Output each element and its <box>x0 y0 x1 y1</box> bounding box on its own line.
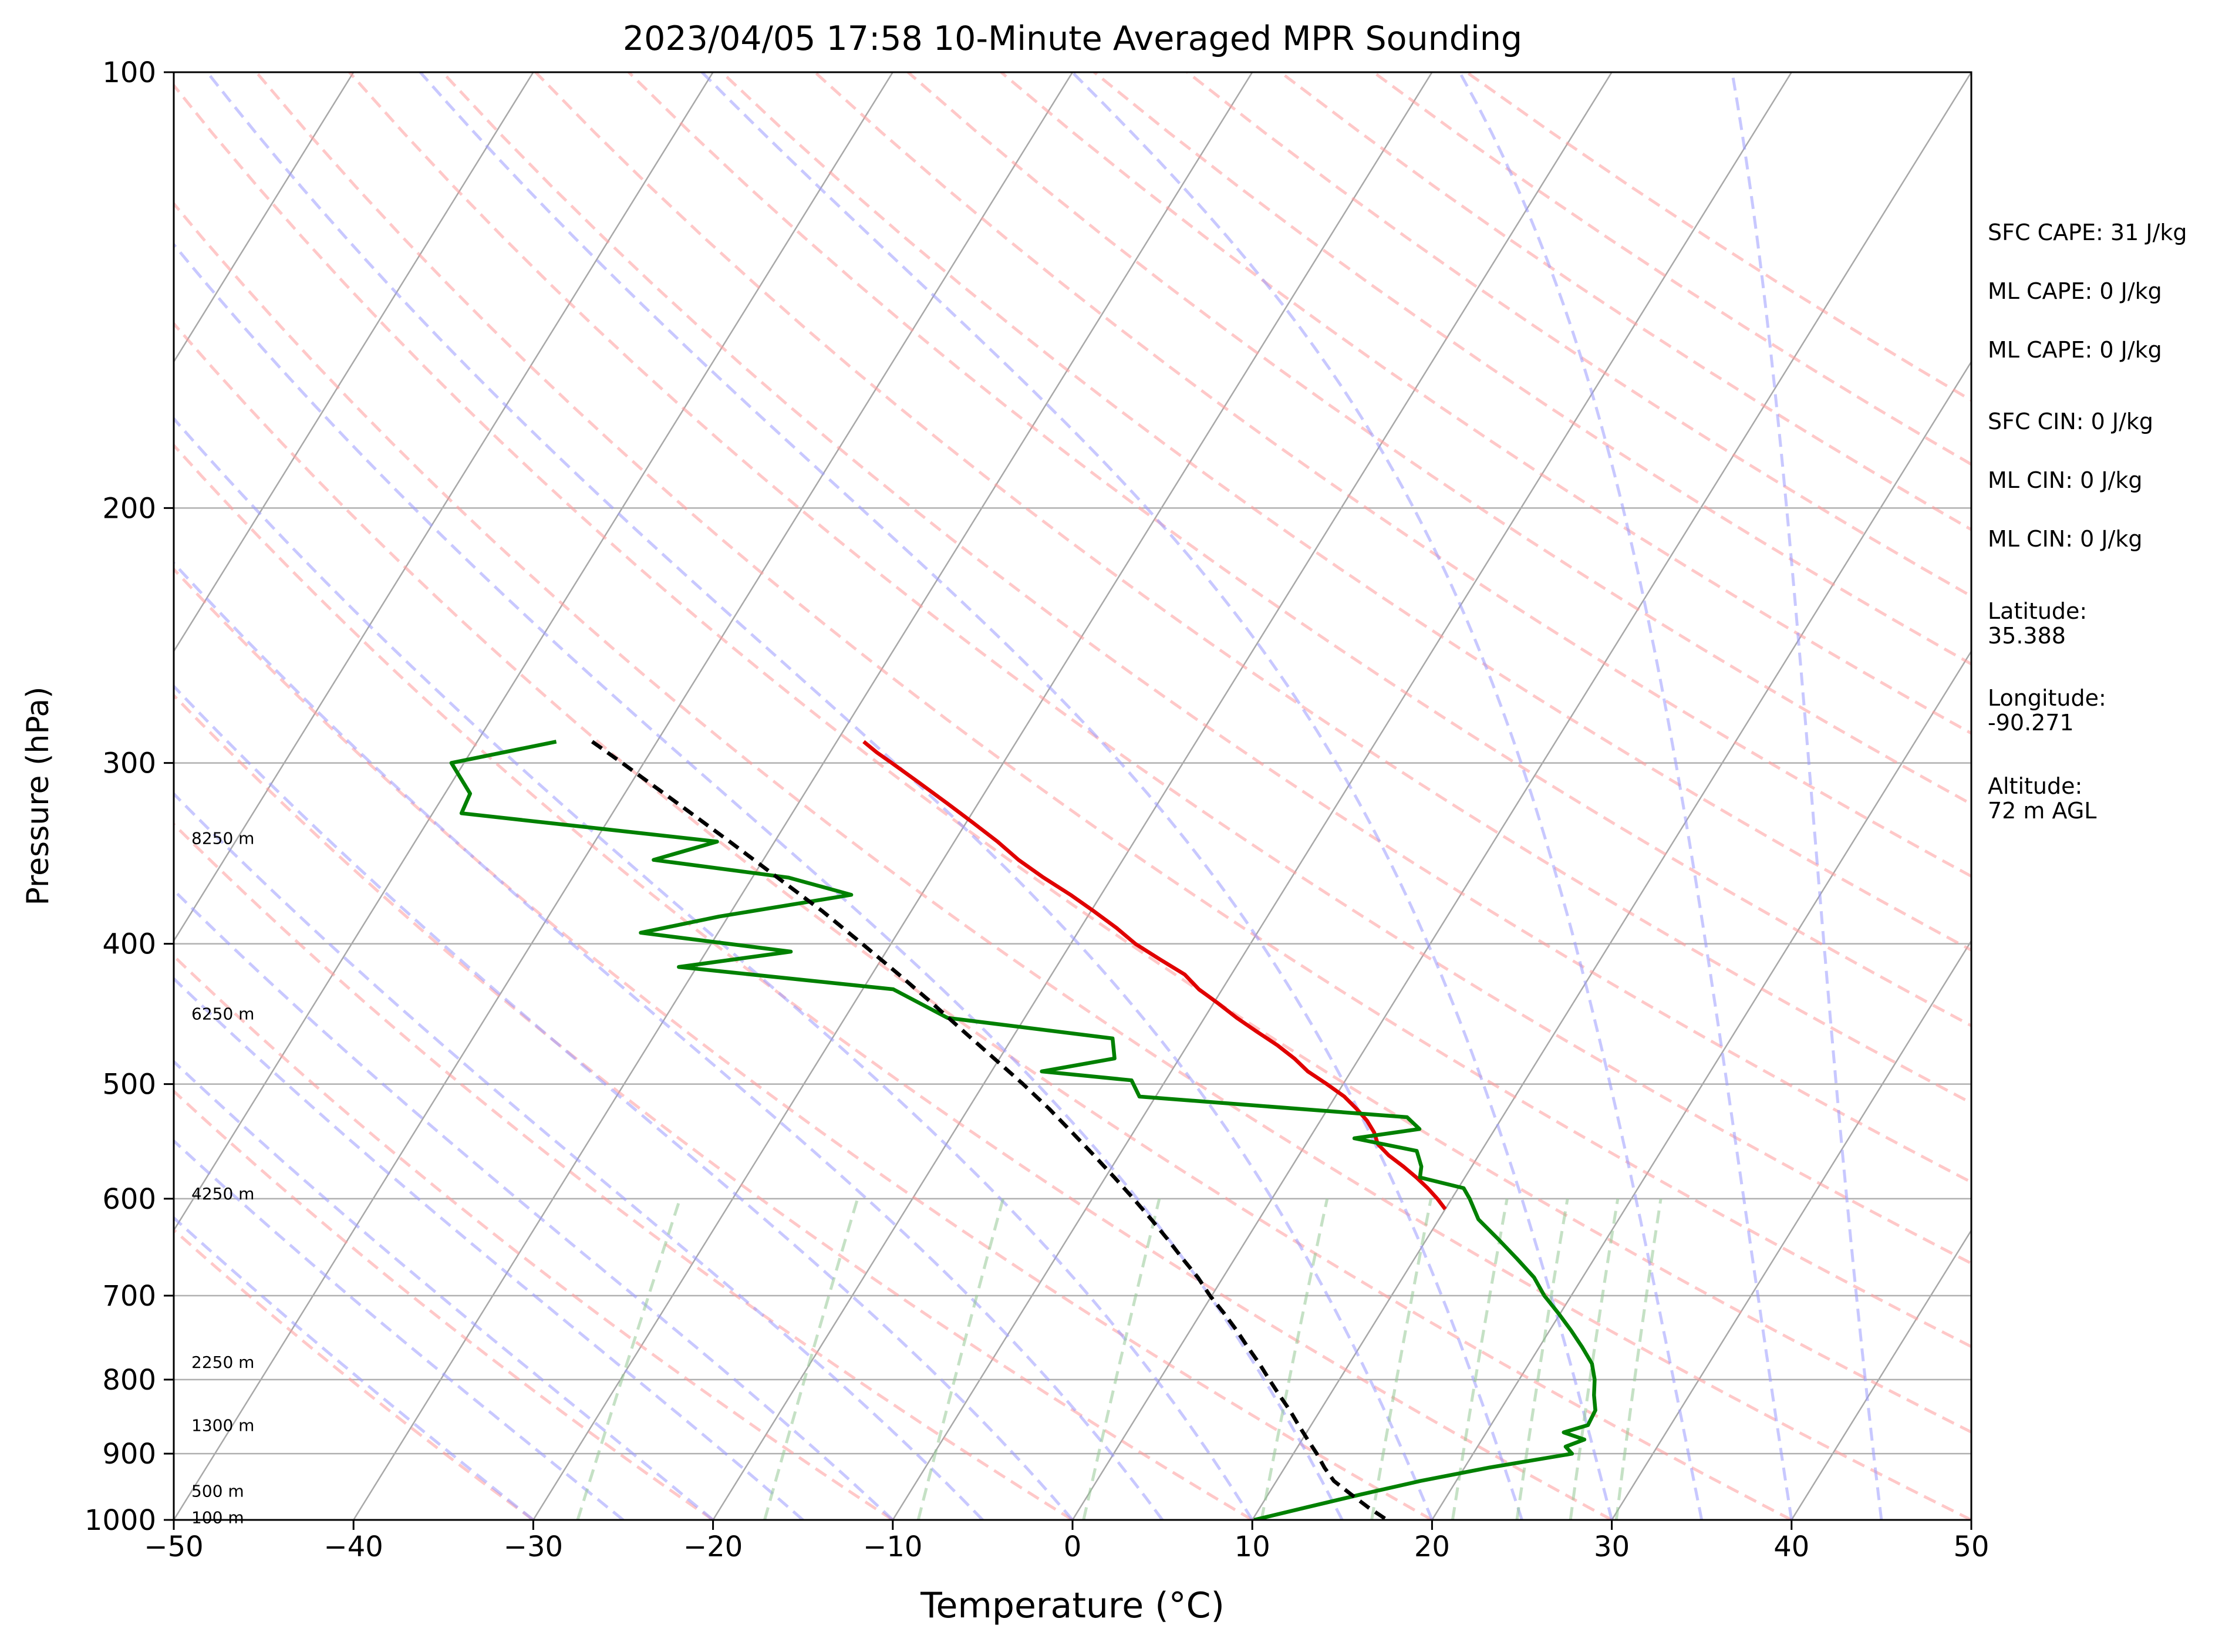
x-tick-label: 50 <box>1953 1530 1989 1563</box>
height-label: 4250 m <box>191 1184 254 1203</box>
x-tick-label: −10 <box>863 1530 922 1563</box>
y-axis-label: Pressure (hPa) <box>21 687 56 906</box>
moist-adiabat-line <box>207 72 1432 1520</box>
mixing-ratio-line <box>1517 1199 1567 1520</box>
isotherm-line <box>533 72 1432 1520</box>
dry-adiabat-line <box>0 72 1073 1520</box>
y-tick-label: 400 <box>102 928 156 961</box>
dry-adiabat-line <box>70 72 1971 1520</box>
y-tick-label: 100 <box>102 56 156 89</box>
x-tick-label: 40 <box>1773 1530 1809 1563</box>
dry-adiabat-line <box>443 72 2239 1520</box>
ml-cape-text-2: ML CAPE: 0 J/kg <box>1988 338 2162 362</box>
ml-cape-text: ML CAPE: 0 J/kg <box>1988 279 2162 304</box>
x-tick-label: −30 <box>504 1530 563 1563</box>
parcel-path-line <box>592 741 1387 1520</box>
x-tick-label: 20 <box>1414 1530 1450 1563</box>
mixing-ratio-line <box>1262 1199 1327 1520</box>
mixing-ratio-line <box>1084 1199 1159 1520</box>
longitude-text: Longitude: -90.271 <box>1988 686 2106 735</box>
altitude-text: Altitude: 72 m AGL <box>1988 774 2096 823</box>
x-axis-label: Temperature (°C) <box>920 1585 1225 1626</box>
moist-adiabat-line <box>0 72 1073 1520</box>
dry-adiabat-line <box>163 72 2151 1520</box>
isotherm-line <box>353 72 1252 1520</box>
mixing-ratio-line <box>1616 1199 1661 1520</box>
x-tick-label: −40 <box>324 1530 383 1563</box>
mixing-ratio-line <box>918 1199 1003 1520</box>
isotherm-line <box>1073 72 1971 1520</box>
y-tick-label: 200 <box>102 492 156 525</box>
y-tick-label: 300 <box>102 747 156 780</box>
moist-adiabat-line <box>1732 72 1881 1520</box>
y-tick-label: 900 <box>102 1438 156 1471</box>
dry-adiabat-line <box>0 72 1612 1520</box>
moist-adiabat-line <box>42 72 1343 1520</box>
mixing-ratio-line <box>1570 1199 1618 1520</box>
isotherm-line <box>2151 72 2239 1520</box>
moist-adiabat-line <box>0 72 623 1520</box>
moist-adiabat-line <box>702 72 1612 1520</box>
height-label: 500 m <box>191 1482 244 1501</box>
height-label: 1300 m <box>191 1415 254 1435</box>
sfc-cape-text: SFC CAPE: 31 J/kg <box>1988 220 2187 245</box>
x-tick-label: 10 <box>1235 1530 1270 1563</box>
dry-adiabat-line <box>0 72 1432 1520</box>
y-tick-label: 700 <box>102 1280 156 1313</box>
mixing-ratio-line <box>578 1199 680 1520</box>
mixing-ratio-line <box>765 1199 858 1520</box>
ml-cin-text-2: ML CIN: 0 J/kg <box>1988 527 2142 551</box>
x-tick-label: −20 <box>683 1530 743 1563</box>
isotherm-line <box>713 72 1612 1520</box>
height-label: 8250 m <box>191 828 254 848</box>
height-label: 100 m <box>191 1508 244 1528</box>
x-tick-label: 0 <box>1064 1530 1082 1563</box>
y-tick-label: 800 <box>102 1364 156 1397</box>
latitude-text: Latitude: 35.388 <box>1988 599 2087 648</box>
height-label: 6250 m <box>191 1004 254 1024</box>
chart-title: 2023/04/05 17:58 10-Minute Averaged MPR … <box>623 19 1522 58</box>
y-tick-label: 500 <box>102 1068 156 1101</box>
x-tick-label: 30 <box>1594 1530 1630 1563</box>
moist-adiabat-line <box>1459 72 1791 1520</box>
y-tick-label: 1000 <box>85 1504 156 1537</box>
ml-cin-text: ML CIN: 0 J/kg <box>1988 468 2142 493</box>
sfc-cin-text: SFC CIN: 0 J/kg <box>1988 409 2153 434</box>
y-tick-label: 600 <box>102 1183 156 1216</box>
height-label: 2250 m <box>191 1353 254 1372</box>
